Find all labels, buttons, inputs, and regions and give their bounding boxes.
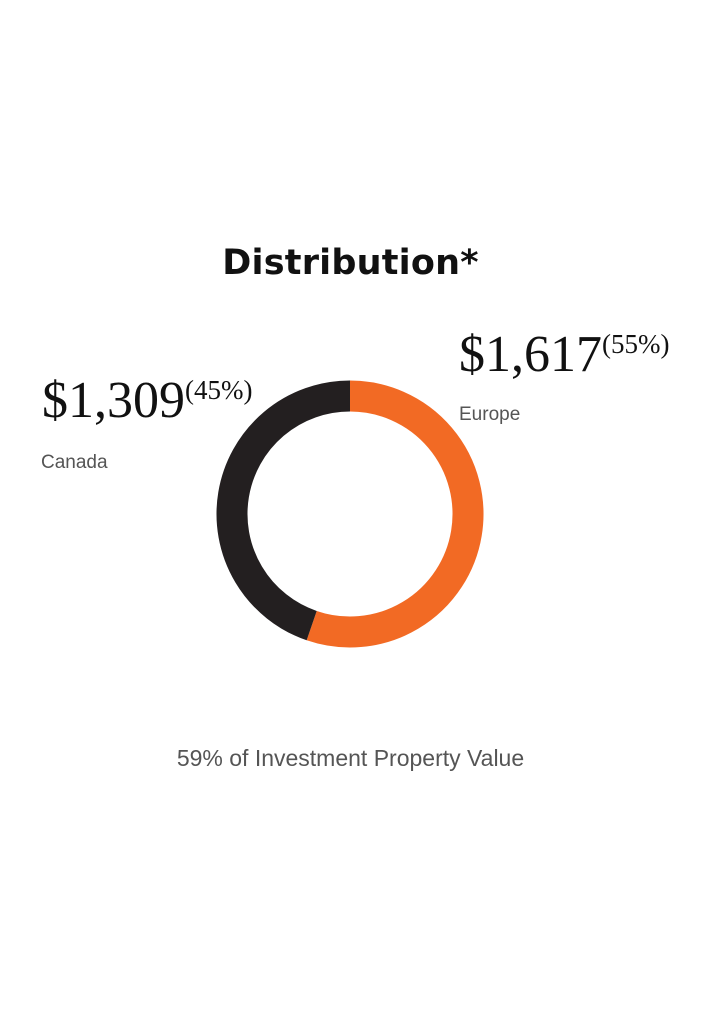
europe-percent: (55%) [602,329,670,359]
canada-percent: (45%) [185,375,253,405]
europe-category-label: Europe [459,404,521,425]
canada-value-label: $1,309(45%) [42,371,252,430]
chart-caption: 59% of Investment Property Value [176,745,525,771]
chart-title: Distribution* [222,243,479,283]
donut-slice-canada [216,380,351,641]
canada-amount: $1,309 [42,372,185,429]
europe-amount: $1,617 [459,326,602,383]
europe-value-label: $1,617(55%) [459,325,669,384]
canada-category-label: Canada [41,452,108,473]
donut-slice-europe [306,380,484,648]
